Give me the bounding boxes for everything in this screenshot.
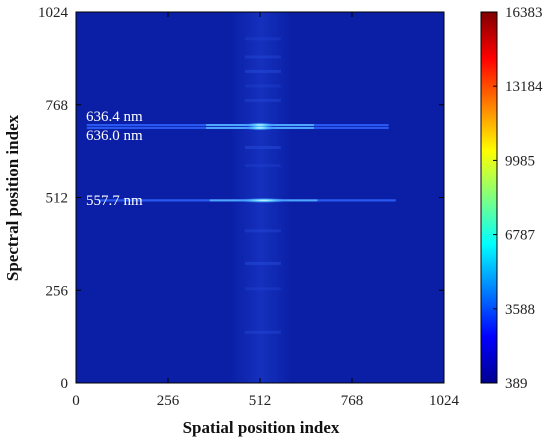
central-column-glow bbox=[230, 12, 292, 383]
x-tick-label: 512 bbox=[249, 393, 272, 409]
faint-band bbox=[244, 69, 281, 73]
faint-band bbox=[244, 229, 281, 233]
colorbar-ticks: 389 3588 6787 9985 13184 16383 bbox=[493, 5, 543, 392]
line-annotations: 636.4 nm 636.0 nm 557.7 nm bbox=[86, 109, 143, 209]
faint-band bbox=[244, 98, 281, 102]
y-tick-label: 1024 bbox=[38, 5, 69, 21]
y-tick-label: 256 bbox=[46, 283, 69, 299]
x-axis-ticks: 0 256 512 768 1024 bbox=[72, 12, 460, 409]
colorbar-tick-label: 6787 bbox=[505, 228, 536, 244]
y-tick-label: 768 bbox=[46, 98, 69, 114]
faint-band bbox=[244, 261, 281, 265]
faint-band bbox=[244, 55, 281, 59]
colorbar-tick-label: 16383 bbox=[505, 5, 543, 21]
x-tick-label: 0 bbox=[72, 393, 80, 409]
annotation-636-4: 636.4 nm bbox=[86, 109, 143, 125]
annotation-557-7: 557.7 nm bbox=[86, 193, 143, 209]
x-tick-label: 768 bbox=[341, 393, 364, 409]
colorbar-tick-label: 3588 bbox=[505, 302, 535, 318]
colorbar bbox=[480, 11, 498, 384]
faint-band bbox=[244, 37, 281, 41]
colorbar-tick-label: 389 bbox=[505, 376, 528, 392]
faint-bands bbox=[244, 37, 281, 334]
faint-band bbox=[244, 287, 281, 291]
emission-lines bbox=[86, 122, 396, 203]
emission-line-peak bbox=[237, 197, 290, 203]
faint-band bbox=[244, 84, 281, 88]
y-tick-label: 512 bbox=[46, 191, 69, 207]
annotation-636-0: 636.0 nm bbox=[86, 128, 143, 144]
faint-band bbox=[244, 164, 281, 168]
y-tick-label: 0 bbox=[61, 376, 69, 392]
y-axis-title: Spectral position index bbox=[3, 114, 22, 281]
x-tick-label: 256 bbox=[157, 393, 180, 409]
x-axis-title: Spatial position index bbox=[183, 418, 340, 437]
emission-line-peak bbox=[244, 125, 276, 131]
colorbar-tick-label: 13184 bbox=[505, 79, 543, 95]
x-tick-label: 1024 bbox=[429, 393, 460, 409]
faint-band bbox=[244, 146, 281, 150]
faint-band bbox=[244, 330, 281, 334]
y-axis-ticks: 0 256 512 768 1024 bbox=[38, 5, 444, 392]
colorbar-tick-label: 9985 bbox=[505, 153, 535, 169]
